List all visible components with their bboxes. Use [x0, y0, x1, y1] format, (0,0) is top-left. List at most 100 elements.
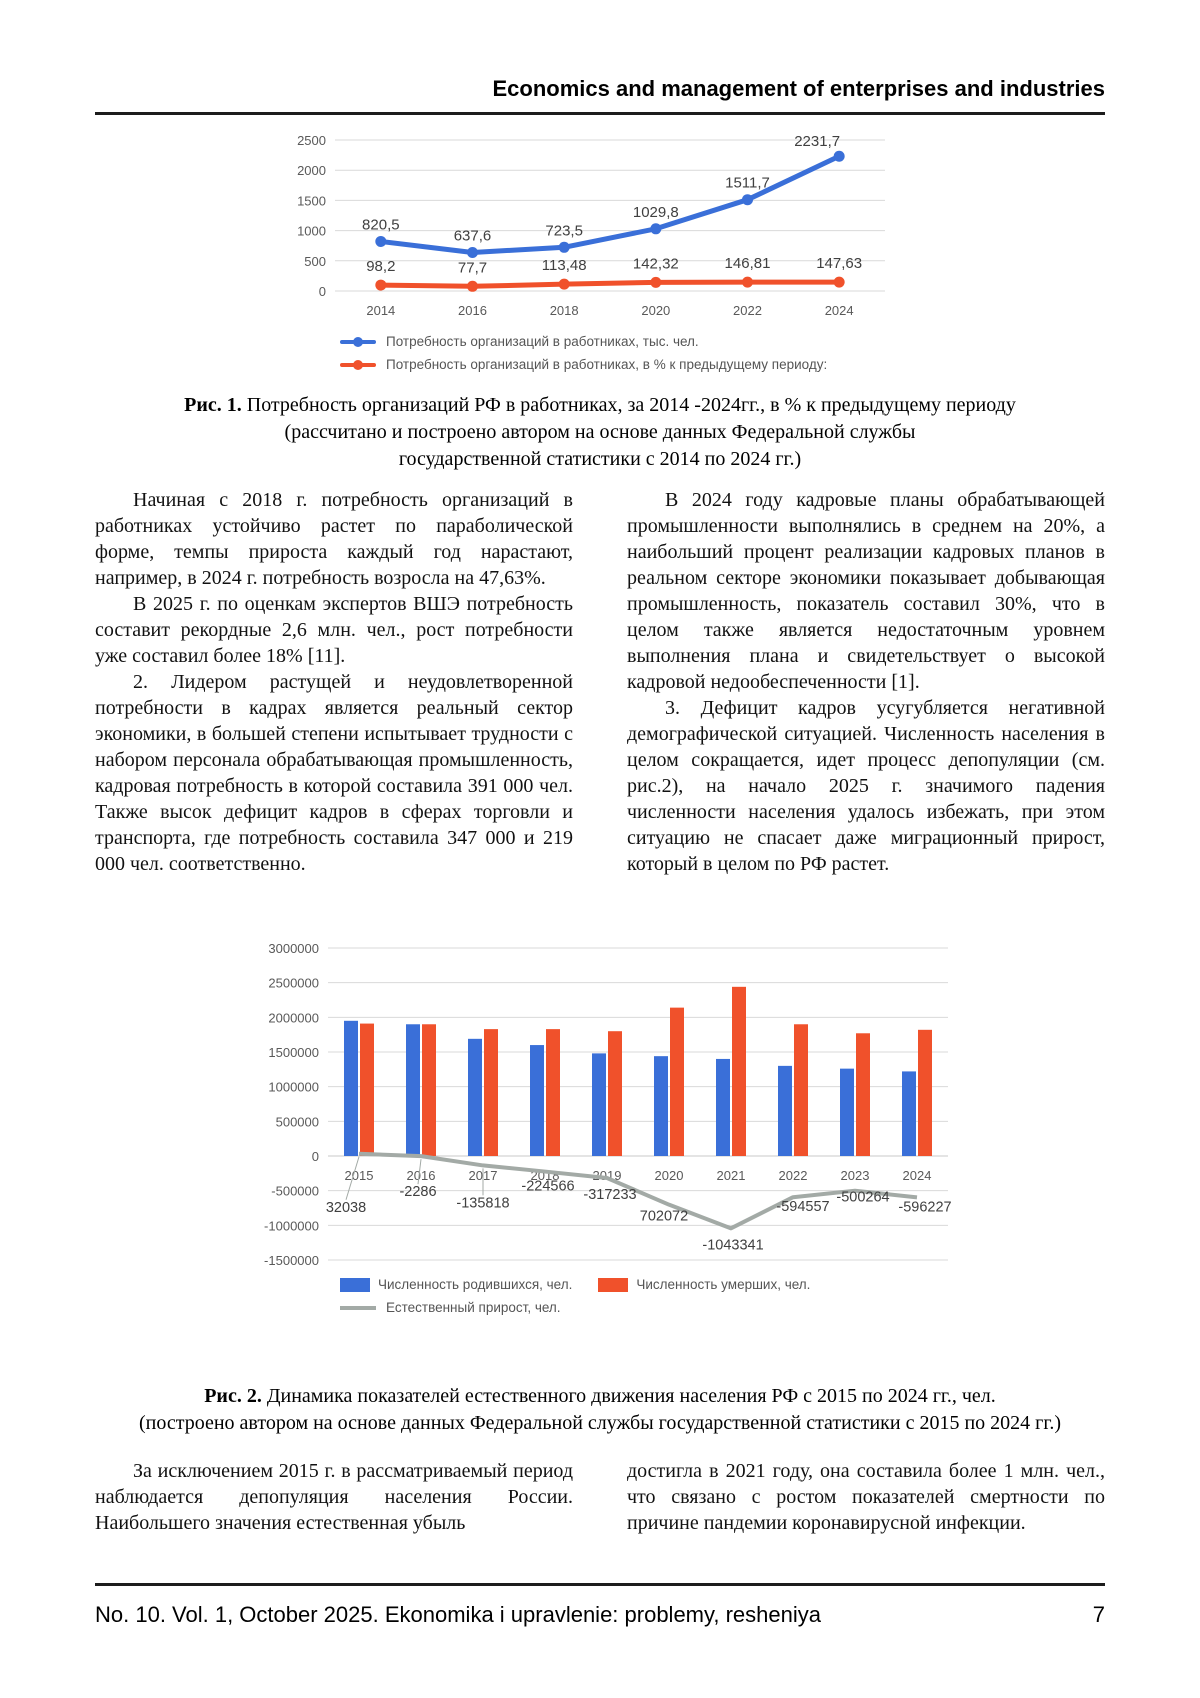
svg-text:-224566: -224566	[521, 1179, 574, 1195]
svg-text:2000000: 2000000	[268, 1010, 319, 1025]
svg-text:32038: 32038	[326, 1200, 366, 1216]
legend-item-demand-thousands: Потребность организаций в работниках, ты…	[340, 334, 920, 349]
svg-text:2016: 2016	[407, 1168, 436, 1183]
svg-text:1500000: 1500000	[268, 1045, 319, 1060]
svg-text:-500000: -500000	[271, 1184, 319, 1199]
svg-text:2000: 2000	[297, 163, 326, 178]
footer: No. 10. Vol. 1, October 2025. Ekonomika …	[95, 1602, 1105, 1628]
svg-text:2500000: 2500000	[268, 976, 319, 991]
svg-text:1000000: 1000000	[268, 1080, 319, 1095]
paragraph: 3. Дефицит кадров усугубляется негативно…	[627, 697, 1105, 875]
orange-dot-icon	[353, 359, 363, 370]
plot-area: 3000000 2500000 2000000 1500000 1000000 50000…	[264, 941, 952, 1268]
bottom-right-column: достигла в 2021 году, она составила боле…	[627, 1458, 1105, 1536]
svg-text:2021: 2021	[717, 1168, 746, 1183]
figure-1: 2500 2000 1500 1000 500 0 2014 2016 2018 2020 2022…	[280, 130, 920, 380]
paragraph: достигла в 2021 году, она составила боле…	[627, 1460, 1105, 1534]
svg-text:2018: 2018	[550, 303, 579, 318]
svg-text:1000: 1000	[297, 224, 326, 239]
orange-bar-swatch-icon	[598, 1277, 629, 1292]
svg-text:2015: 2015	[345, 1168, 374, 1183]
svg-text:1029,8: 1029,8	[633, 204, 679, 221]
legend-label: Потребность организаций в работниках, ты…	[386, 334, 699, 349]
svg-text:0: 0	[312, 1149, 319, 1164]
page-number: 7	[1092, 1602, 1105, 1627]
paragraph: За исключением 2015 г. в рассматриваемый…	[95, 1460, 573, 1534]
fig1-caption-line1: Рис. 1. Потребность организаций РФ в раб…	[0, 392, 1200, 419]
svg-text:820,5: 820,5	[362, 216, 400, 233]
paragraph: 2. Лидером растущей и неудовлетворенной …	[95, 671, 573, 875]
legend-label: Потребность организаций в работниках, в …	[386, 357, 828, 372]
svg-text:702072: 702072	[640, 1209, 688, 1225]
svg-text:146,81: 146,81	[725, 255, 771, 272]
svg-text:-596227: -596227	[898, 1199, 951, 1215]
svg-text:-2286: -2286	[399, 1184, 436, 1200]
header-rule	[95, 112, 1105, 115]
svg-text:500000: 500000	[276, 1114, 319, 1129]
fig2-caption-line2: (построено автором на основе данных Феде…	[138, 1412, 1061, 1434]
right-column: В 2024 году кадровые планы обрабатывающе…	[627, 487, 1105, 877]
legend-label: Численность умерших, чел.	[636, 1277, 811, 1292]
svg-text:-500264: -500264	[836, 1190, 889, 1206]
plot-area: 2500 2000 1500 1000 500 0 2014 2016 2018 2020 2022…	[297, 133, 885, 318]
svg-text:2022: 2022	[779, 1168, 808, 1183]
fig1-caption-text: Потребность организаций РФ в работниках,…	[246, 394, 1016, 416]
paragraph: В 2025 г. по оценкам экспертов ВШЭ потре…	[95, 593, 573, 667]
svg-text:2023: 2023	[841, 1168, 870, 1183]
footer-rule	[95, 1583, 1105, 1586]
fig1-caption-label: Рис. 1.	[184, 394, 242, 416]
legend-label: Естественный прирост, чел.	[386, 1300, 561, 1315]
left-column: Начиная с 2018 г. потребность организаци…	[95, 487, 573, 877]
svg-text:77,7: 77,7	[458, 259, 487, 276]
figure-2: 3000000 2500000 2000000 1500000 1000000 50000…	[240, 938, 960, 1323]
fig2-bar-chart: 3000000 2500000 2000000 1500000 1000000 50000…	[264, 941, 952, 1268]
running-head: Economics and management of enterprises …	[492, 76, 1106, 101]
bottom-left-column: За исключением 2015 г. в рассматриваемый…	[95, 1458, 573, 1536]
svg-text:-1043341: -1043341	[702, 1237, 763, 1253]
svg-text:1511,7: 1511,7	[725, 175, 770, 192]
fig1-caption-line3: государственной статистики с 2014 по 202…	[398, 448, 802, 470]
fig2-legend-row1: Численность родившихся, чел. Численность…	[340, 1277, 960, 1292]
svg-text:2020: 2020	[655, 1168, 684, 1183]
fig1-legend: Потребность организаций в работниках, ты…	[340, 334, 920, 372]
fig2-legend: Численность родившихся, чел. Численность…	[340, 1277, 960, 1315]
blue-line-marker-icon	[340, 336, 376, 347]
svg-text:-594557: -594557	[776, 1199, 829, 1215]
svg-text:-1000000: -1000000	[264, 1218, 319, 1233]
fig2-caption-label: Рис. 2.	[204, 1385, 262, 1407]
svg-text:142,32: 142,32	[633, 255, 679, 272]
svg-text:2500: 2500	[297, 133, 326, 148]
svg-text:723,5: 723,5	[545, 222, 583, 239]
svg-text:3000000: 3000000	[268, 941, 319, 956]
legend-item-deaths: Численность умерших, чел.	[598, 1277, 810, 1292]
gray-line-marker-icon	[340, 1305, 376, 1310]
svg-text:-135818: -135818	[456, 1195, 509, 1211]
fig2-caption-line1: Рис. 2. Динамика показателей естественно…	[0, 1383, 1200, 1410]
svg-text:2020: 2020	[641, 303, 670, 318]
series: 98,2 77,7 113,48 142,32 146,81 147,63	[366, 255, 862, 292]
svg-text:1500: 1500	[297, 193, 326, 208]
svg-text:0: 0	[319, 284, 326, 299]
journal-line: No. 10. Vol. 1, October 2025. Ekonomika …	[95, 1602, 821, 1627]
svg-text:98,2: 98,2	[366, 258, 395, 275]
fig2-caption: Рис. 2. Динамика показателей естественно…	[0, 1383, 1200, 1437]
svg-text:2022: 2022	[733, 303, 762, 318]
blue-bar-swatch-icon	[340, 1277, 370, 1292]
legend-item-demand-percent: Потребность организаций в работниках, в …	[340, 357, 920, 372]
legend-label: Численность родившихся, чел.	[378, 1277, 573, 1292]
svg-text:2016: 2016	[458, 303, 487, 318]
legend-item-natural-increase: Естественный прирост, чел.	[340, 1300, 960, 1315]
paragraph: Начиная с 2018 г. потребность организаци…	[95, 489, 573, 589]
legend-item-births: Численность родившихся, чел.	[340, 1277, 572, 1292]
fig1-line-chart: 2500 2000 1500 1000 500 0 2014 2016 2018 2020 2022…	[297, 133, 885, 318]
blue-dot-icon	[353, 336, 363, 347]
orange-line-marker-icon	[340, 359, 376, 370]
bottom-columns: За исключением 2015 г. в рассматриваемый…	[95, 1458, 1105, 1536]
fig1-caption: Рис. 1. Потребность организаций РФ в раб…	[0, 392, 1200, 473]
svg-text:2014: 2014	[366, 303, 395, 318]
fig1-caption-line2: (рассчитано и построено автором на основ…	[284, 421, 916, 443]
svg-text:-1500000: -1500000	[264, 1253, 319, 1268]
svg-text:147,63: 147,63	[816, 255, 862, 272]
